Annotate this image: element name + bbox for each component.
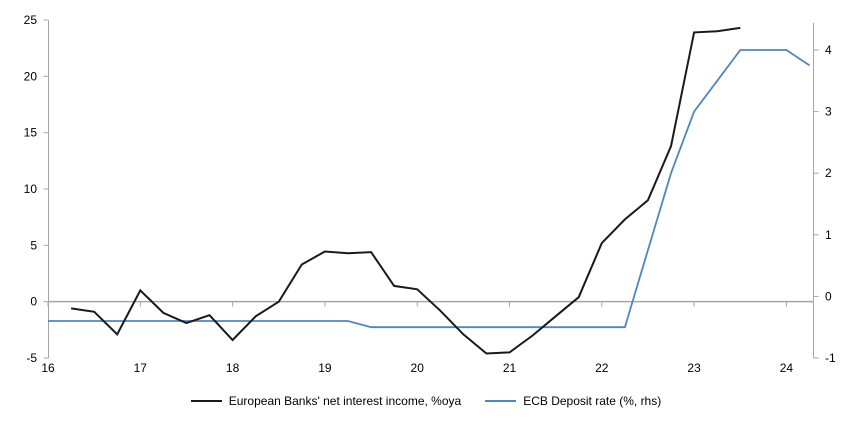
svg-text:20: 20 (24, 69, 38, 83)
svg-text:15: 15 (24, 126, 38, 140)
svg-text:17: 17 (134, 361, 148, 375)
svg-text:1: 1 (825, 228, 832, 242)
svg-text:0: 0 (30, 295, 37, 309)
legend-label-net-interest-income: European Banks' net interest income, %oy… (228, 394, 462, 408)
svg-text:3: 3 (825, 105, 832, 119)
svg-text:18: 18 (226, 361, 240, 375)
blue-line-swatch (485, 400, 517, 402)
svg-text:2: 2 (825, 166, 832, 180)
right-axis: 4 3 2 1 0 -1 (813, 23, 836, 365)
left-axis: 25 20 15 10 5 0 -5 (24, 13, 49, 365)
x-axis: 16 17 18 19 20 21 22 23 24 (41, 301, 794, 375)
series-net-interest-income-line (70, 26, 741, 355)
svg-text:25: 25 (24, 13, 38, 27)
legend-item-ecb-deposit-rate: ECB Deposit rate (%, rhs) (485, 394, 661, 408)
svg-text:20: 20 (411, 361, 425, 375)
svg-text:19: 19 (318, 361, 332, 375)
svg-text:24: 24 (780, 361, 794, 375)
legend-item-net-interest-income: European Banks' net interest income, %oy… (190, 394, 462, 408)
svg-text:0: 0 (825, 289, 832, 303)
svg-text:21: 21 (503, 361, 517, 375)
svg-text:16: 16 (41, 361, 55, 375)
svg-text:5: 5 (30, 238, 37, 252)
svg-text:22: 22 (595, 361, 609, 375)
svg-text:4: 4 (825, 43, 832, 57)
svg-text:10: 10 (24, 182, 38, 196)
black-line-swatch (190, 400, 222, 402)
chart-legend: European Banks' net interest income, %oy… (0, 394, 852, 408)
svg-text:-5: -5 (26, 351, 37, 365)
svg-text:23: 23 (687, 361, 701, 375)
legend-label-ecb-deposit-rate: ECB Deposit rate (%, rhs) (523, 394, 662, 408)
svg-text:-1: -1 (825, 351, 836, 365)
series-ecb-deposit-rate-line (48, 49, 810, 329)
